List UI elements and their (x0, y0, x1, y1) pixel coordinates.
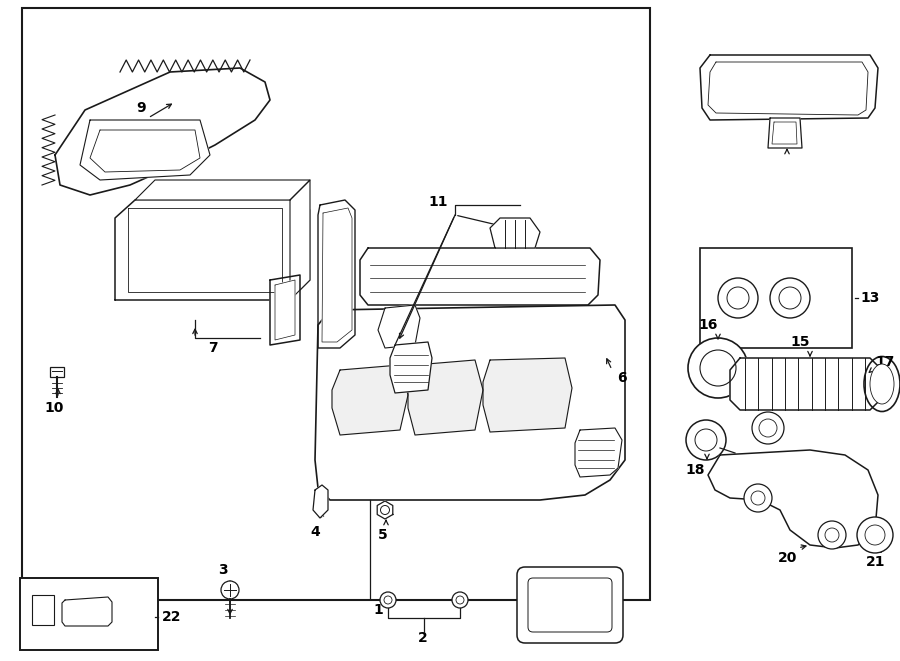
Bar (700, 248, 852, 348)
Circle shape (700, 350, 736, 386)
Circle shape (688, 338, 748, 398)
Text: 4: 4 (310, 525, 320, 539)
Text: 14: 14 (572, 593, 591, 607)
Polygon shape (135, 180, 310, 200)
Circle shape (818, 521, 846, 549)
Circle shape (381, 506, 390, 514)
Text: 20: 20 (778, 551, 797, 565)
Text: 17: 17 (875, 355, 895, 369)
Bar (32, 595, 54, 625)
Text: 3: 3 (218, 563, 228, 577)
Polygon shape (290, 180, 310, 300)
Circle shape (857, 517, 893, 553)
Text: 22: 22 (162, 610, 182, 624)
Circle shape (686, 420, 726, 460)
Ellipse shape (870, 364, 894, 404)
Text: 8: 8 (278, 295, 288, 309)
Circle shape (744, 484, 772, 512)
Circle shape (825, 528, 839, 542)
Bar (22, 8, 650, 600)
Polygon shape (360, 248, 600, 305)
Polygon shape (708, 450, 878, 548)
Polygon shape (730, 358, 880, 410)
Text: 19: 19 (751, 423, 770, 437)
Circle shape (770, 278, 810, 318)
Text: 16: 16 (698, 318, 717, 332)
Polygon shape (490, 218, 540, 248)
Polygon shape (332, 365, 408, 435)
Bar (20, 578, 158, 650)
Circle shape (759, 419, 777, 437)
FancyBboxPatch shape (528, 578, 612, 632)
Polygon shape (90, 130, 200, 172)
Bar (50, 367, 64, 377)
Polygon shape (483, 358, 572, 432)
Polygon shape (575, 428, 622, 477)
Polygon shape (270, 275, 300, 345)
Circle shape (727, 287, 749, 309)
Text: 12: 12 (769, 133, 788, 147)
Text: 9: 9 (136, 101, 146, 115)
Circle shape (380, 592, 396, 608)
Circle shape (695, 429, 717, 451)
Circle shape (865, 525, 885, 545)
Text: 21: 21 (866, 555, 886, 569)
Polygon shape (768, 118, 802, 148)
Polygon shape (390, 342, 432, 393)
Text: 7: 7 (208, 341, 218, 355)
Text: 11: 11 (428, 195, 448, 209)
Polygon shape (128, 208, 282, 292)
Polygon shape (275, 280, 295, 340)
Text: 10: 10 (44, 401, 63, 415)
Ellipse shape (864, 356, 900, 412)
Circle shape (452, 592, 468, 608)
Circle shape (456, 596, 464, 604)
Polygon shape (80, 120, 210, 180)
Polygon shape (315, 305, 625, 500)
Circle shape (752, 412, 784, 444)
Polygon shape (700, 55, 878, 120)
Text: 6: 6 (617, 371, 626, 385)
Polygon shape (408, 360, 483, 435)
Polygon shape (378, 305, 420, 348)
Text: 1: 1 (373, 603, 382, 617)
Circle shape (718, 278, 758, 318)
Polygon shape (377, 501, 392, 519)
Text: 5: 5 (378, 528, 388, 542)
Polygon shape (115, 200, 310, 300)
Text: 2: 2 (418, 631, 428, 645)
Polygon shape (313, 485, 328, 518)
Polygon shape (55, 68, 270, 195)
Polygon shape (318, 200, 355, 348)
Circle shape (751, 491, 765, 505)
Circle shape (384, 596, 392, 604)
Text: 15: 15 (790, 335, 810, 349)
Circle shape (779, 287, 801, 309)
Text: 13: 13 (860, 291, 879, 305)
Polygon shape (708, 62, 868, 115)
Polygon shape (772, 122, 797, 144)
FancyBboxPatch shape (517, 567, 623, 643)
Circle shape (221, 581, 239, 599)
Text: 18: 18 (685, 463, 705, 477)
Polygon shape (322, 208, 352, 342)
Polygon shape (62, 597, 112, 626)
